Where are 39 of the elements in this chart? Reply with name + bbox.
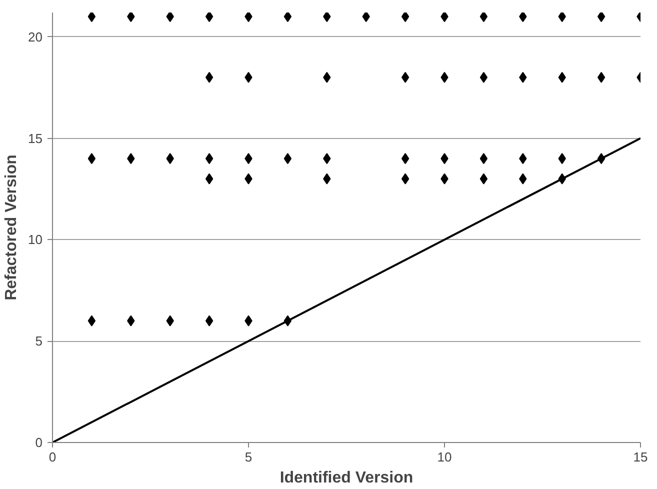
x-tick-label: 15 [633, 450, 648, 464]
x-axis-title: Identified Version [280, 470, 414, 486]
point [205, 173, 214, 184]
point [558, 12, 566, 22]
point [480, 12, 488, 22]
point [323, 12, 331, 22]
point [88, 153, 96, 164]
point [362, 12, 370, 22]
y-tick-label: 5 [35, 334, 43, 349]
point [284, 12, 292, 22]
point [519, 12, 527, 22]
y-axis-title: Refactored Version [3, 154, 20, 300]
point [88, 315, 96, 326]
point [88, 12, 96, 22]
x-tick-label: 10 [437, 450, 452, 464]
y-tick-label: 10 [28, 232, 43, 248]
point [284, 153, 292, 164]
point [205, 12, 214, 22]
point [205, 153, 214, 164]
point [244, 12, 252, 22]
point [401, 72, 410, 83]
point [480, 153, 488, 164]
x-tick-label: 5 [244, 450, 252, 464]
point [205, 72, 214, 83]
y-tick-label: 0 [35, 435, 43, 450]
point [401, 173, 410, 184]
point [480, 72, 488, 83]
point [127, 12, 135, 22]
point [597, 12, 606, 22]
x-tick-label: 0 [48, 450, 56, 464]
y-tick-label: 20 [28, 29, 43, 44]
point [480, 173, 488, 184]
point [597, 72, 606, 83]
y-tick-label: 15 [28, 130, 43, 146]
point [166, 12, 174, 22]
point [401, 12, 410, 22]
point [205, 315, 214, 326]
point [440, 12, 448, 22]
point [401, 153, 410, 164]
